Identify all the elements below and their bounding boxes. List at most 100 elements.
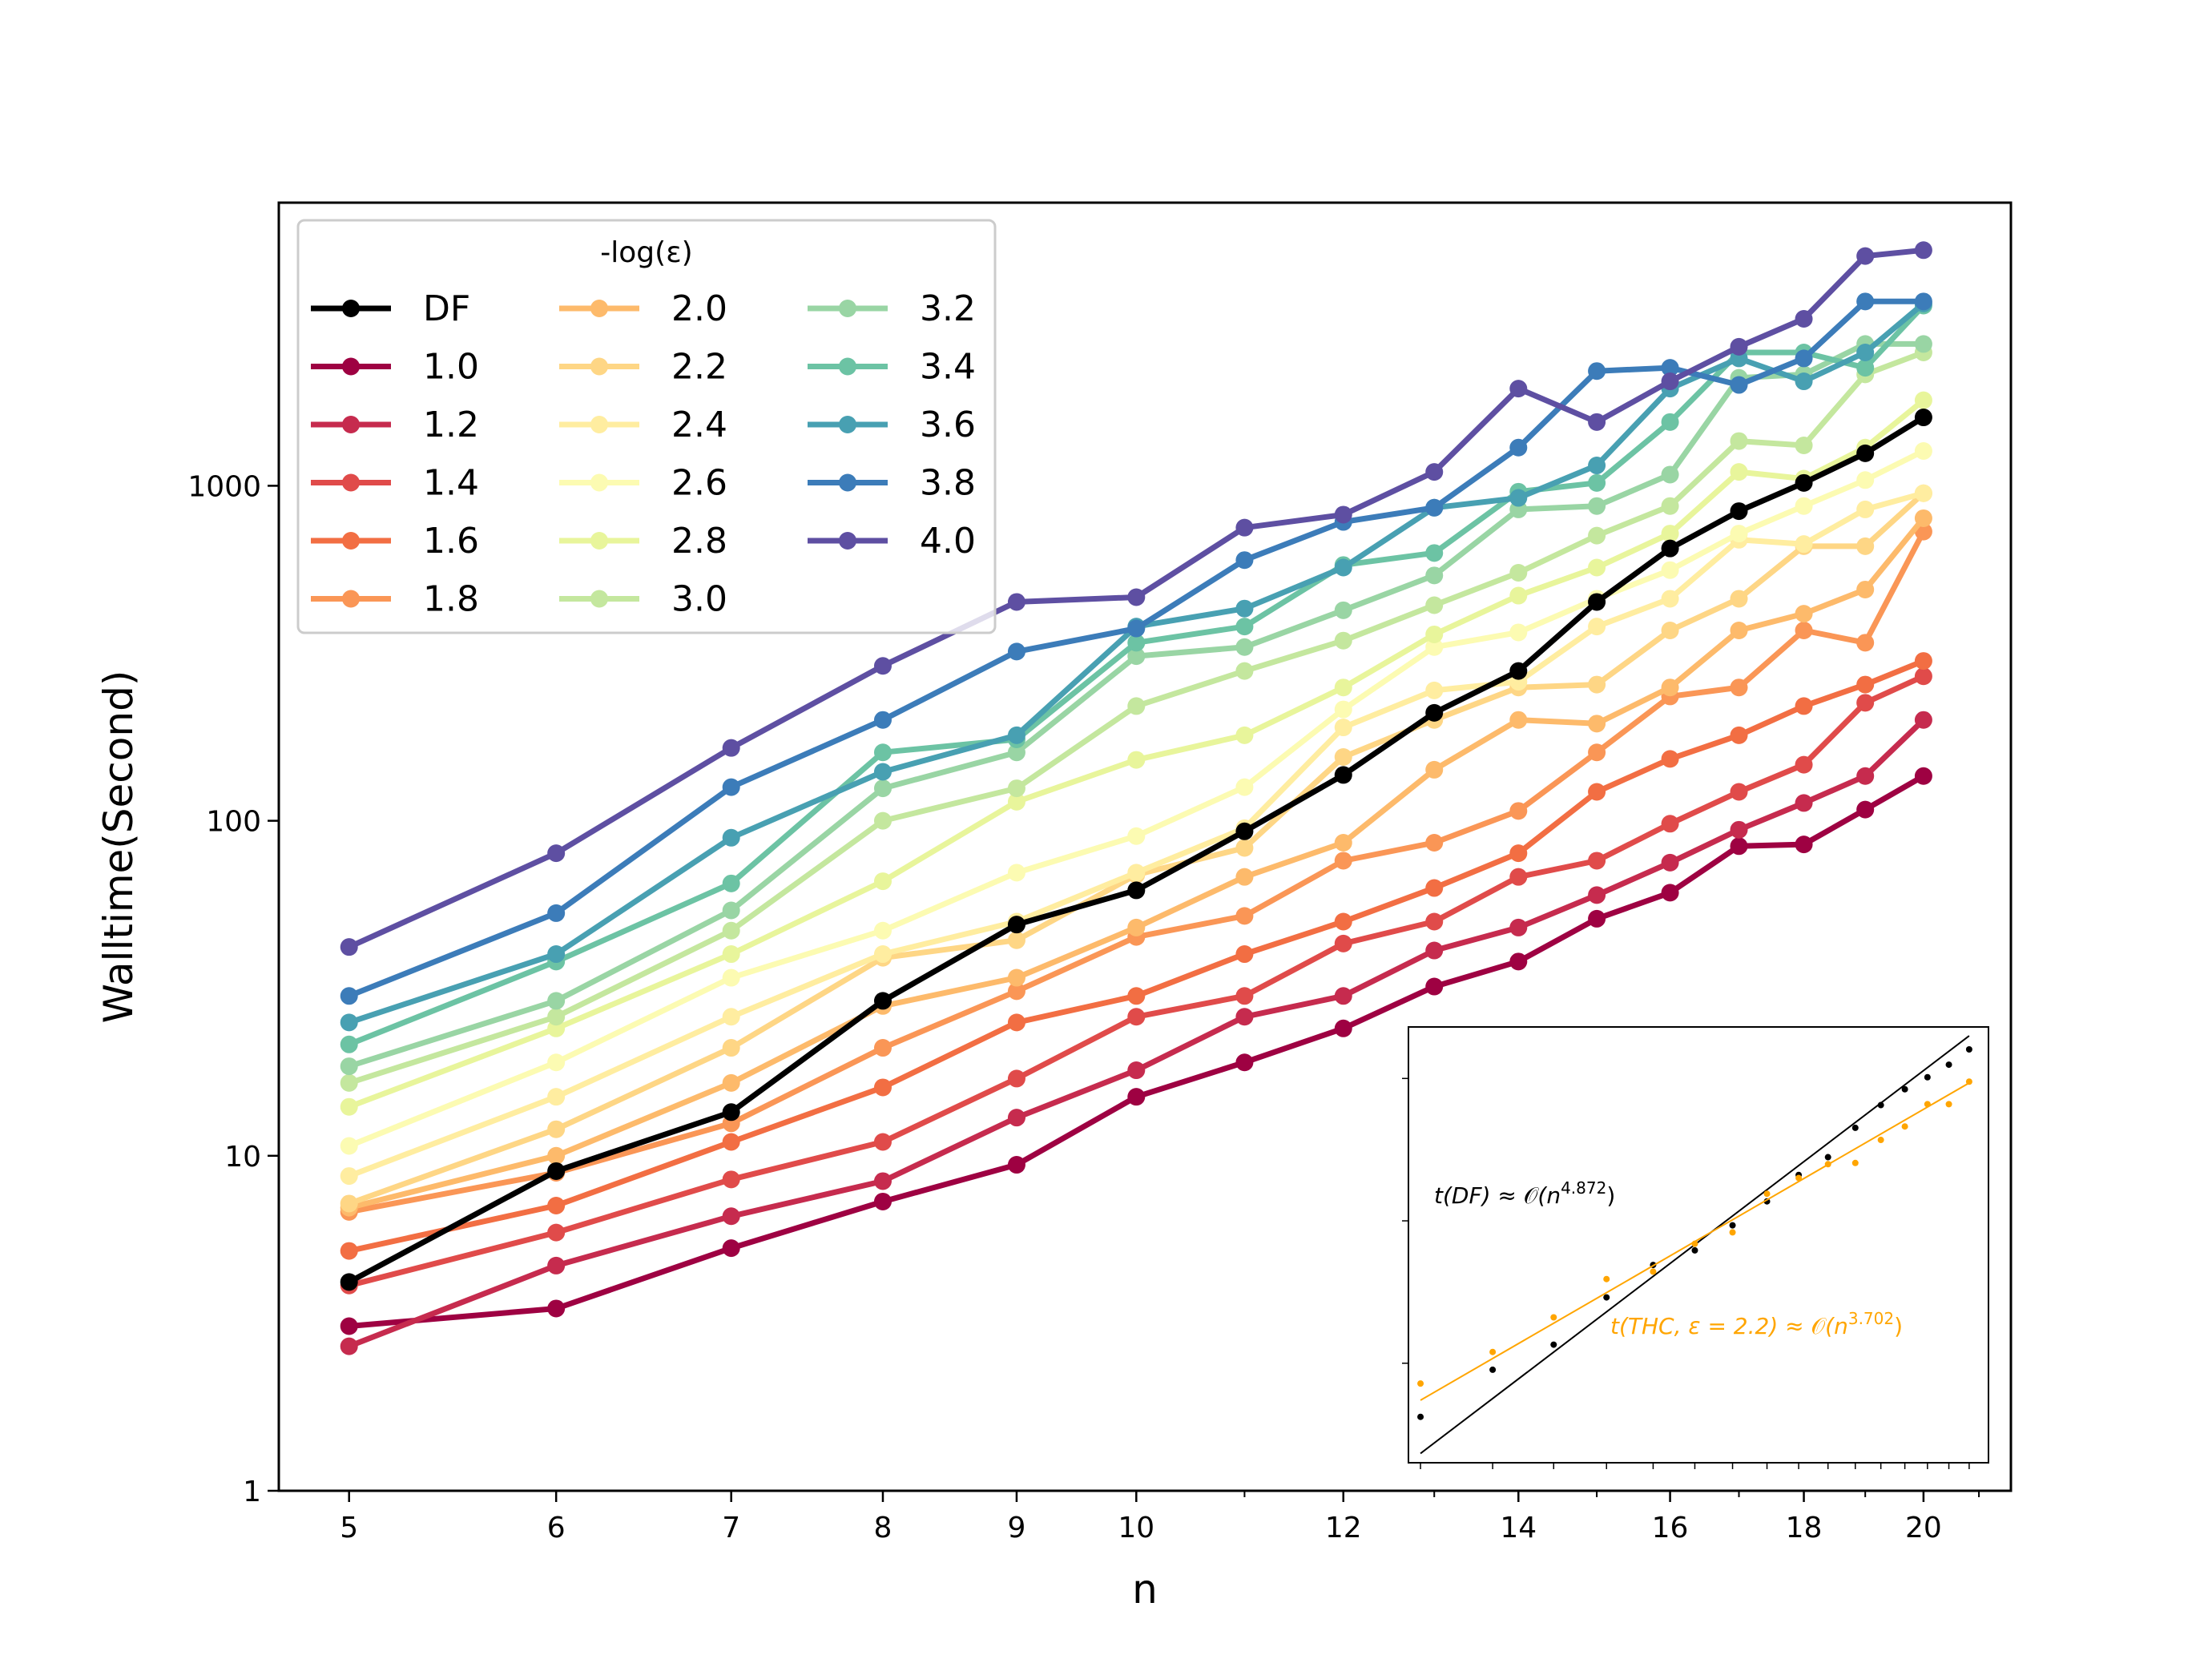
data-point	[873, 743, 892, 762]
series-line	[348, 658, 1925, 1254]
inset-data-point	[1691, 1246, 1698, 1254]
annotation-segment: t(THC, ε = 2.2) ≈	[1610, 1313, 1811, 1339]
data-point	[1334, 1019, 1352, 1037]
data-point	[1914, 652, 1932, 670]
data-point	[873, 657, 892, 675]
legend-swatch-marker	[342, 590, 360, 608]
legend-box	[296, 219, 997, 634]
data-point	[1661, 853, 1679, 872]
data-point	[547, 1146, 566, 1165]
series-1.0	[340, 767, 1932, 1335]
data-point	[1127, 827, 1146, 845]
annotation-segment: 𝒪	[1524, 1182, 1540, 1209]
legend-entry-2.2: 2.2	[559, 347, 727, 388]
data-point	[722, 778, 740, 796]
data-point	[1856, 359, 1875, 377]
series-line	[348, 298, 1924, 999]
inset-data-point	[1763, 1190, 1771, 1198]
data-point	[1235, 638, 1254, 656]
inset-data-point	[1945, 1061, 1952, 1069]
annotation-segment: (n	[1825, 1313, 1848, 1339]
data-point	[1795, 436, 1813, 454]
data-point	[1425, 834, 1444, 852]
data-point	[1235, 868, 1254, 886]
inset-annotation-df-scaling: t(DF) ≈ 𝒪(n4.872)	[1434, 1178, 1615, 1209]
series-line	[349, 530, 1926, 1215]
legend-entry-1.6: 1.6	[311, 521, 479, 562]
data-point	[1661, 678, 1679, 697]
main-plot-frame	[277, 201, 2013, 1492]
data-point	[1425, 638, 1444, 656]
data-point	[1856, 580, 1875, 598]
inset-data-point	[1603, 1294, 1610, 1301]
data-point	[340, 987, 358, 1005]
data-point	[1795, 310, 1813, 328]
legend-entry-1.8: 1.8	[311, 579, 479, 620]
data-point	[1795, 621, 1813, 639]
data-point	[873, 763, 892, 781]
inset-data-point	[1603, 1275, 1610, 1283]
legend-label: 2.4	[671, 405, 727, 445]
data-point	[1661, 497, 1679, 515]
data-point	[1235, 618, 1254, 636]
data-point	[1795, 605, 1813, 623]
data-point	[722, 1008, 740, 1026]
data-point	[1795, 497, 1813, 515]
legend-swatch-marker	[839, 300, 856, 317]
series-3.8	[340, 292, 1932, 1005]
data-point	[1509, 438, 1528, 457]
data-point	[1334, 678, 1352, 697]
data-point	[1661, 525, 1679, 543]
data-point	[1588, 909, 1606, 928]
data-point	[1661, 621, 1679, 639]
legend-entry-3.6: 3.6	[808, 405, 976, 445]
data-point	[1914, 335, 1932, 353]
series-DF	[340, 409, 1932, 1291]
legend-entry-3.8: 3.8	[808, 463, 976, 504]
inset-plot: t(DF) ≈ 𝒪(n4.872) t(THC, ε = 2.2) ≈ 𝒪(n3…	[1402, 1026, 1989, 1469]
data-point	[1795, 836, 1813, 854]
legend-entry-2.8: 2.8	[559, 521, 727, 562]
data-point	[1730, 502, 1748, 521]
legend-entry-DF: DF	[311, 288, 470, 329]
data-point	[340, 938, 358, 956]
data-point	[1425, 544, 1444, 562]
legend-entry-2.4: 2.4	[559, 405, 727, 445]
data-point	[1334, 558, 1352, 577]
x-tick-label: 8	[874, 1512, 892, 1544]
data-point	[1509, 563, 1528, 582]
data-point	[1509, 662, 1528, 680]
data-point	[1509, 380, 1528, 398]
data-point	[1235, 1008, 1254, 1026]
data-point	[1661, 359, 1679, 377]
data-point	[1588, 743, 1606, 762]
main-ticks: 5 6 7 8 9 10 12 14 16 18 20 1 10 100 1000	[187, 470, 1980, 1544]
data-point	[1914, 711, 1932, 729]
y-tick-label: 100	[206, 806, 261, 839]
data-point	[1588, 526, 1606, 545]
data-point	[1127, 987, 1146, 1005]
data-point	[722, 1133, 740, 1151]
data-point	[1127, 1061, 1146, 1080]
legend-entry-3.4: 3.4	[808, 347, 976, 388]
data-point	[1007, 1156, 1025, 1174]
legend-swatch-marker	[590, 357, 608, 376]
data-point	[547, 1197, 566, 1215]
data-point	[1856, 537, 1875, 555]
series-1.6	[340, 652, 1932, 1260]
inset-data-point	[1691, 1240, 1698, 1247]
inset-data-point	[1924, 1073, 1931, 1081]
data-point	[873, 921, 892, 940]
inset-data-point	[1489, 1348, 1497, 1355]
y-tick-label: 10	[224, 1141, 261, 1174]
data-point	[1730, 621, 1748, 639]
series-line	[348, 415, 1925, 1285]
data-point	[1007, 642, 1025, 661]
series-line	[348, 490, 1924, 1179]
x-tick-label: 20	[1905, 1512, 1942, 1544]
data-point	[1856, 634, 1875, 652]
inset-data-point	[1824, 1154, 1831, 1161]
data-point	[1007, 726, 1025, 744]
data-point	[1914, 241, 1932, 260]
data-point	[1007, 593, 1025, 611]
